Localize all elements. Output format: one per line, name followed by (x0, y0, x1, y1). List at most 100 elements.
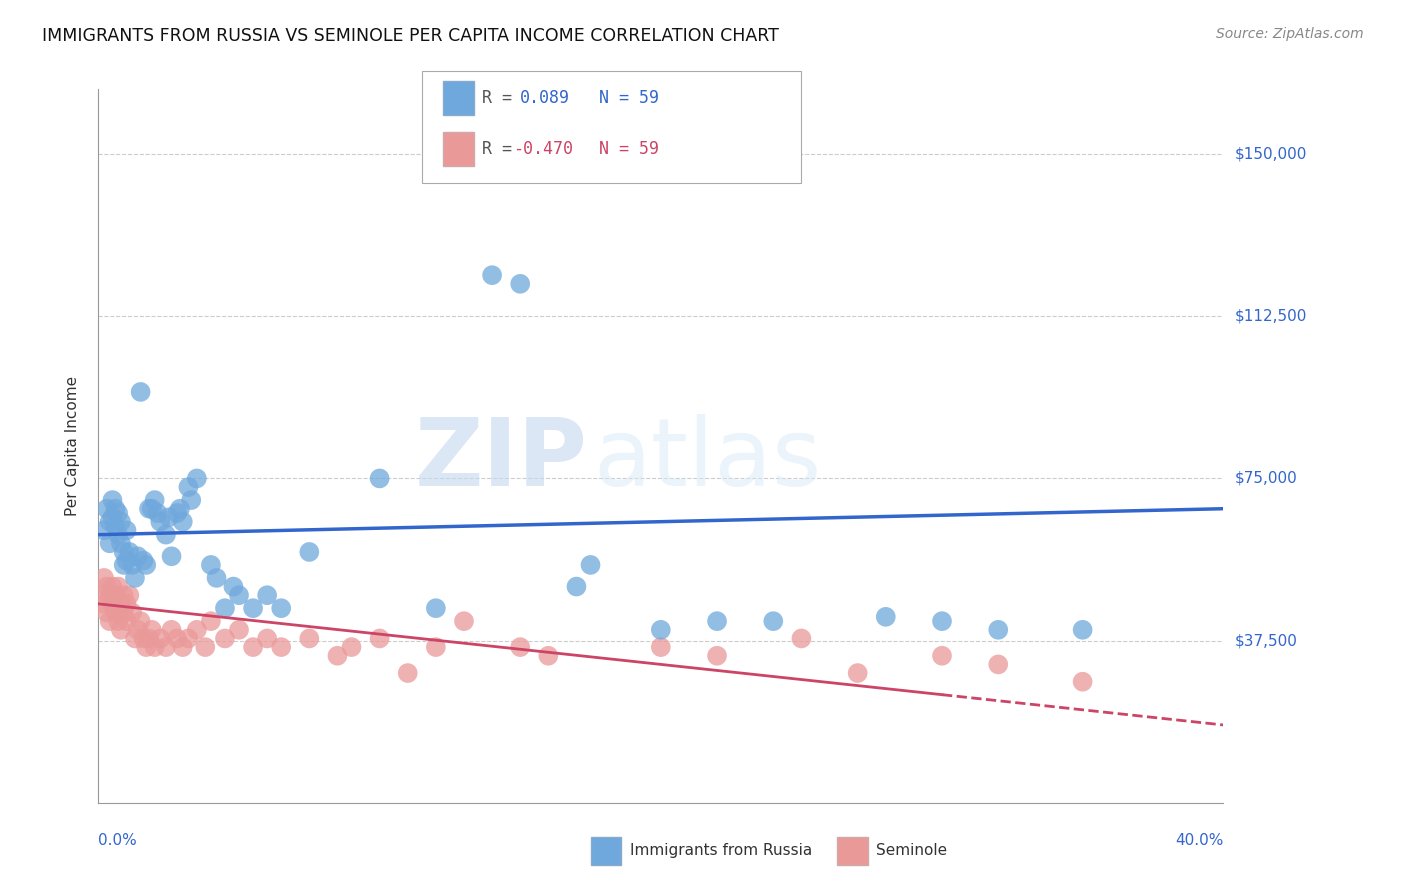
Point (146, 506, 169, 520)
Point (1071, 623, 1094, 637)
Point (172, 515, 194, 529)
Point (790, 632, 813, 646)
Point (101, 493, 124, 508)
Point (931, 648, 953, 663)
Point (565, 580, 588, 594)
Point (129, 614, 152, 628)
Text: $150,000: $150,000 (1234, 146, 1306, 161)
Point (101, 580, 124, 594)
Point (396, 666, 419, 681)
Point (93, 571, 115, 585)
Text: IMMIGRANTS FROM RUSSIA VS SEMINOLE PER CAPITA INCOME CORRELATION CHART: IMMIGRANTS FROM RUSSIA VS SEMINOLE PER C… (42, 27, 779, 45)
Point (368, 471, 391, 485)
Point (135, 640, 157, 654)
Point (132, 553, 155, 567)
Point (270, 601, 292, 615)
Point (194, 640, 217, 654)
Point (127, 623, 149, 637)
Text: N = 59: N = 59 (579, 89, 659, 107)
Point (121, 558, 143, 572)
Point (177, 480, 200, 494)
Point (340, 640, 363, 654)
Point (706, 648, 728, 663)
Point (270, 640, 292, 654)
Text: Seminole: Seminole (876, 844, 948, 858)
Text: N = 59: N = 59 (579, 140, 659, 158)
Point (228, 588, 250, 602)
Point (104, 606, 127, 620)
Point (186, 471, 208, 485)
Point (298, 545, 321, 559)
Point (172, 640, 194, 654)
Point (149, 632, 172, 646)
Point (112, 606, 135, 620)
Point (115, 524, 138, 538)
Point (298, 632, 321, 646)
Point (537, 648, 560, 663)
Point (875, 610, 897, 624)
Point (222, 580, 245, 594)
Point (141, 623, 163, 637)
Point (90, 588, 112, 602)
Point (112, 545, 135, 559)
Text: 0.0%: 0.0% (98, 833, 138, 848)
Point (509, 640, 531, 654)
Text: Immigrants from Russia: Immigrants from Russia (630, 844, 813, 858)
Point (177, 632, 200, 646)
Point (143, 640, 166, 654)
Point (135, 558, 157, 572)
Point (650, 640, 672, 654)
Text: $75,000: $75,000 (1234, 471, 1298, 486)
Point (846, 666, 869, 681)
Point (200, 558, 222, 572)
Point (425, 640, 447, 654)
Point (166, 506, 188, 520)
Point (115, 597, 138, 611)
Text: R =: R = (482, 140, 522, 158)
Point (143, 493, 166, 508)
Text: Source: ZipAtlas.com: Source: ZipAtlas.com (1216, 27, 1364, 41)
Point (706, 614, 728, 628)
Point (112, 558, 135, 572)
Point (96, 606, 118, 620)
Point (96, 501, 118, 516)
Point (169, 501, 191, 516)
Point (200, 614, 222, 628)
Point (107, 527, 129, 541)
Point (110, 597, 132, 611)
Point (453, 614, 475, 628)
Point (107, 506, 129, 520)
Point (104, 519, 127, 533)
Point (93, 524, 115, 538)
Point (141, 501, 163, 516)
Point (129, 384, 152, 399)
Point (118, 545, 141, 559)
Y-axis label: Per Capita Income: Per Capita Income (65, 376, 80, 516)
Point (101, 597, 124, 611)
Point (98, 536, 121, 550)
Text: ZIP: ZIP (415, 414, 588, 507)
Text: $37,500: $37,500 (1234, 633, 1298, 648)
Text: atlas: atlas (593, 414, 821, 507)
Point (180, 493, 202, 508)
Point (214, 632, 236, 646)
Point (1071, 674, 1094, 689)
Point (160, 549, 183, 564)
Point (157, 510, 180, 524)
Point (132, 632, 155, 646)
Text: -0.470: -0.470 (513, 140, 574, 158)
Point (160, 623, 183, 637)
Text: 40.0%: 40.0% (1175, 833, 1223, 848)
Point (121, 606, 143, 620)
Point (104, 588, 127, 602)
Point (186, 623, 208, 637)
Point (256, 632, 278, 646)
Point (205, 571, 228, 585)
Point (98, 614, 121, 628)
Point (987, 657, 1010, 672)
Point (368, 632, 391, 646)
Point (481, 268, 503, 282)
Text: R =: R = (482, 89, 533, 107)
Point (124, 571, 146, 585)
Point (110, 515, 132, 529)
